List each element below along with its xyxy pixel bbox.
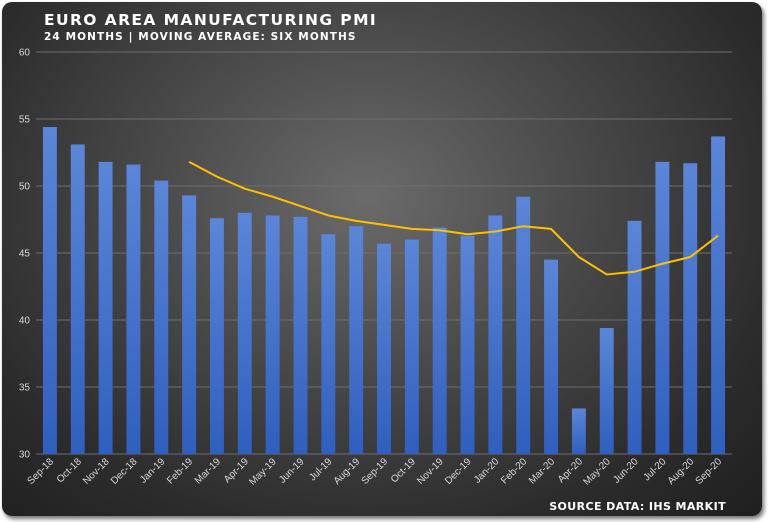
chart-subtitle: 24 MONTHS | MOVING AVERAGE: SIX MONTHS xyxy=(44,31,357,43)
x-tick-label: Mar-19 xyxy=(193,456,223,486)
bar xyxy=(98,161,113,454)
y-axis: 30 35 40 45 50 55 60 xyxy=(19,48,31,461)
moving-average-line xyxy=(188,160,719,276)
bar xyxy=(571,408,586,454)
x-axis: Sep-18Oct-18Nov-18Dec-18Jan-19Feb-19Mar-… xyxy=(25,456,724,488)
y-tick-label: 30 xyxy=(19,450,31,461)
bar xyxy=(516,196,531,454)
bar xyxy=(683,163,698,454)
x-tick-label: Jan-20 xyxy=(472,456,502,486)
x-tick-label: Jan-19 xyxy=(138,456,168,486)
bar xyxy=(70,144,85,454)
source-note: SOURCE DATA: IHS MARKIT xyxy=(549,500,726,513)
chart-panel: EURO AREA MANUFACTURING PMI 24 MONTHS | … xyxy=(2,2,762,516)
x-tick-label: Aug-19 xyxy=(332,456,363,487)
x-tick-label: Jun-19 xyxy=(277,456,307,486)
bar xyxy=(599,328,614,454)
x-tick-label: Jun-20 xyxy=(611,456,641,486)
x-tick-label: Dec-18 xyxy=(109,456,140,487)
bar xyxy=(237,212,252,454)
bar xyxy=(488,215,503,454)
bar xyxy=(460,235,475,454)
x-tick-label: Oct-18 xyxy=(55,456,84,485)
y-tick-label: 60 xyxy=(19,48,31,59)
bar xyxy=(126,164,141,454)
x-tick-label: Sep-20 xyxy=(694,456,725,487)
x-tick-label: Dec-19 xyxy=(443,456,474,487)
x-tick-label: Mar-20 xyxy=(527,456,557,486)
y-tick-label: 50 xyxy=(19,182,31,193)
x-tick-label: Nov-19 xyxy=(415,456,446,487)
bar xyxy=(711,136,726,455)
bar xyxy=(349,226,364,454)
x-tick-label: May-20 xyxy=(581,456,613,488)
x-tick-label: May-19 xyxy=(247,456,279,488)
bar xyxy=(655,161,670,454)
x-tick-label: Feb-19 xyxy=(165,456,195,486)
bar xyxy=(432,227,447,454)
bar xyxy=(377,243,391,454)
bar xyxy=(404,239,419,454)
y-tick-label: 35 xyxy=(19,383,31,394)
bar xyxy=(293,216,308,454)
x-tick-label: Nov-18 xyxy=(81,456,112,487)
y-tick-label: 40 xyxy=(19,316,31,327)
x-tick-label: Apr-19 xyxy=(222,456,251,485)
x-tick-label: Oct-19 xyxy=(389,456,418,485)
bar xyxy=(265,215,280,454)
moving-average-series xyxy=(188,160,719,276)
x-tick-label: Aug-20 xyxy=(666,456,697,487)
bar xyxy=(321,234,336,454)
bar xyxy=(182,195,197,454)
x-tick-label: Sep-18 xyxy=(25,456,56,487)
bar-series xyxy=(42,127,726,455)
x-tick-label: Sep-19 xyxy=(360,456,391,487)
gridlines xyxy=(36,51,732,455)
x-tick-label: Apr-20 xyxy=(556,456,585,485)
x-tick-label: Feb-20 xyxy=(499,456,529,486)
y-tick-label: 45 xyxy=(19,249,31,260)
y-tick-label: 55 xyxy=(19,115,31,126)
bar xyxy=(154,180,169,454)
bar xyxy=(42,127,57,454)
chart-title: EURO AREA MANUFACTURING PMI xyxy=(44,11,378,29)
bar xyxy=(627,220,642,454)
bar xyxy=(210,218,224,454)
bar xyxy=(544,259,558,454)
